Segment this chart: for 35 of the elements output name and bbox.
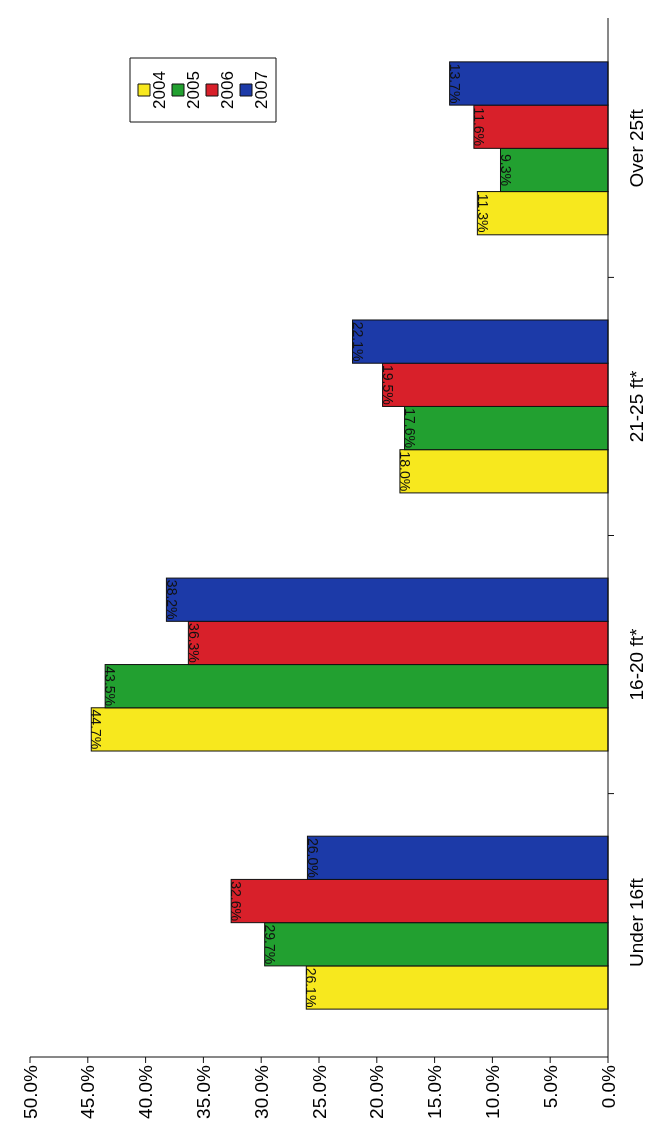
text: 9.3% xyxy=(497,154,514,186)
legend-label: 2006 xyxy=(217,71,237,109)
x-tick-label: 50.0% xyxy=(19,1064,41,1119)
text: 26.1% xyxy=(303,967,320,1008)
x-tick-label: 10.0% xyxy=(482,1064,504,1119)
x-tick-label: 5.0% xyxy=(539,1064,561,1109)
text: 17.6% xyxy=(401,408,418,448)
legend-label: 2007 xyxy=(251,71,271,109)
text: 11.6% xyxy=(471,107,488,147)
text: 18.0% xyxy=(397,451,414,492)
x-tick-label: 45.0% xyxy=(77,1064,99,1119)
text: 43.5% xyxy=(102,666,119,707)
y-tick-label: 16-20 ft* xyxy=(625,628,647,701)
text: 32.6% xyxy=(228,881,245,921)
text: 36.3% xyxy=(185,623,202,663)
x-tick-label: 40.0% xyxy=(135,1064,157,1119)
text: 13.7% xyxy=(446,63,463,104)
text: 22.1% xyxy=(349,321,366,362)
x-tick-label: 15.0% xyxy=(424,1064,446,1119)
text: 29.7% xyxy=(261,924,278,965)
x-tick-label: 30.0% xyxy=(250,1064,272,1119)
legend-label: 2005 xyxy=(183,71,203,109)
text: 44.7% xyxy=(88,709,105,750)
x-tick-label: 25.0% xyxy=(308,1064,330,1119)
x-tick-label: 20.0% xyxy=(366,1064,388,1119)
y-tick-label: Under 16ft xyxy=(625,877,647,968)
legend-label: 2004 xyxy=(149,71,169,109)
y-tick-label: Over 25ft xyxy=(625,108,647,188)
y-tick-label: 21-25 ft* xyxy=(625,369,647,443)
x-tick-label: 0.0% xyxy=(597,1064,619,1109)
x-tick-label: 35.0% xyxy=(193,1064,215,1119)
text: 11.3% xyxy=(474,193,491,233)
text: 38.2% xyxy=(163,579,180,620)
text: 19.5% xyxy=(379,364,396,405)
text: 26.0% xyxy=(304,837,321,878)
